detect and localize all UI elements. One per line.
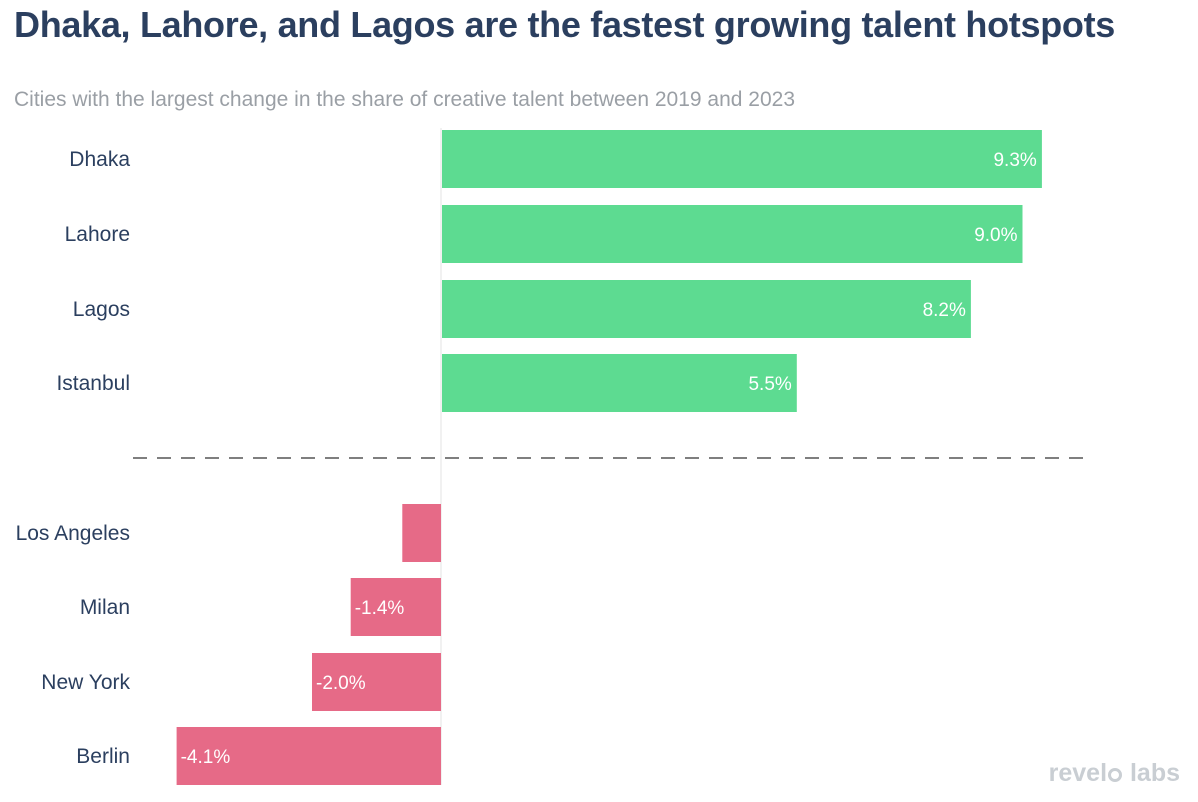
- logo-word-left: revel: [1048, 759, 1108, 787]
- value-label: -2.0%: [316, 673, 366, 694]
- chart-subtitle: Cities with the largest change in the sh…: [14, 88, 796, 111]
- category-label: Dhaka: [69, 148, 130, 171]
- category-label: Lagos: [73, 298, 130, 321]
- logo-dot-icon: [1108, 768, 1123, 782]
- bar-new-york: [312, 653, 441, 711]
- category-label: New York: [41, 671, 130, 694]
- logo-word-right: labs: [1129, 759, 1180, 787]
- category-label: Berlin: [76, 745, 130, 768]
- bar-milan: [350, 578, 441, 636]
- bar-lahore: [442, 205, 1023, 263]
- bar-berlin: [176, 727, 441, 785]
- revelio-labs-logo: revel labs: [1049, 759, 1180, 788]
- category-label: Milan: [80, 596, 130, 619]
- value-label: -4.1%: [181, 747, 231, 768]
- bar-istanbul: [442, 354, 797, 412]
- value-label: 9.0%: [974, 225, 1017, 246]
- value-label: -1.4%: [355, 598, 405, 619]
- bar-los-angeles: [402, 504, 441, 562]
- bar-dhaka: [442, 130, 1042, 188]
- category-label: Los Angeles: [16, 522, 130, 545]
- value-label: 5.5%: [748, 374, 791, 395]
- value-label: 9.3%: [993, 150, 1036, 171]
- bar-lagos: [442, 280, 971, 338]
- chart-title: Dhaka, Lahore, and Lagos are the fastest…: [14, 4, 1115, 45]
- category-label: Istanbul: [56, 372, 130, 395]
- value-label: 8.2%: [923, 300, 966, 321]
- category-label: Lahore: [65, 223, 130, 246]
